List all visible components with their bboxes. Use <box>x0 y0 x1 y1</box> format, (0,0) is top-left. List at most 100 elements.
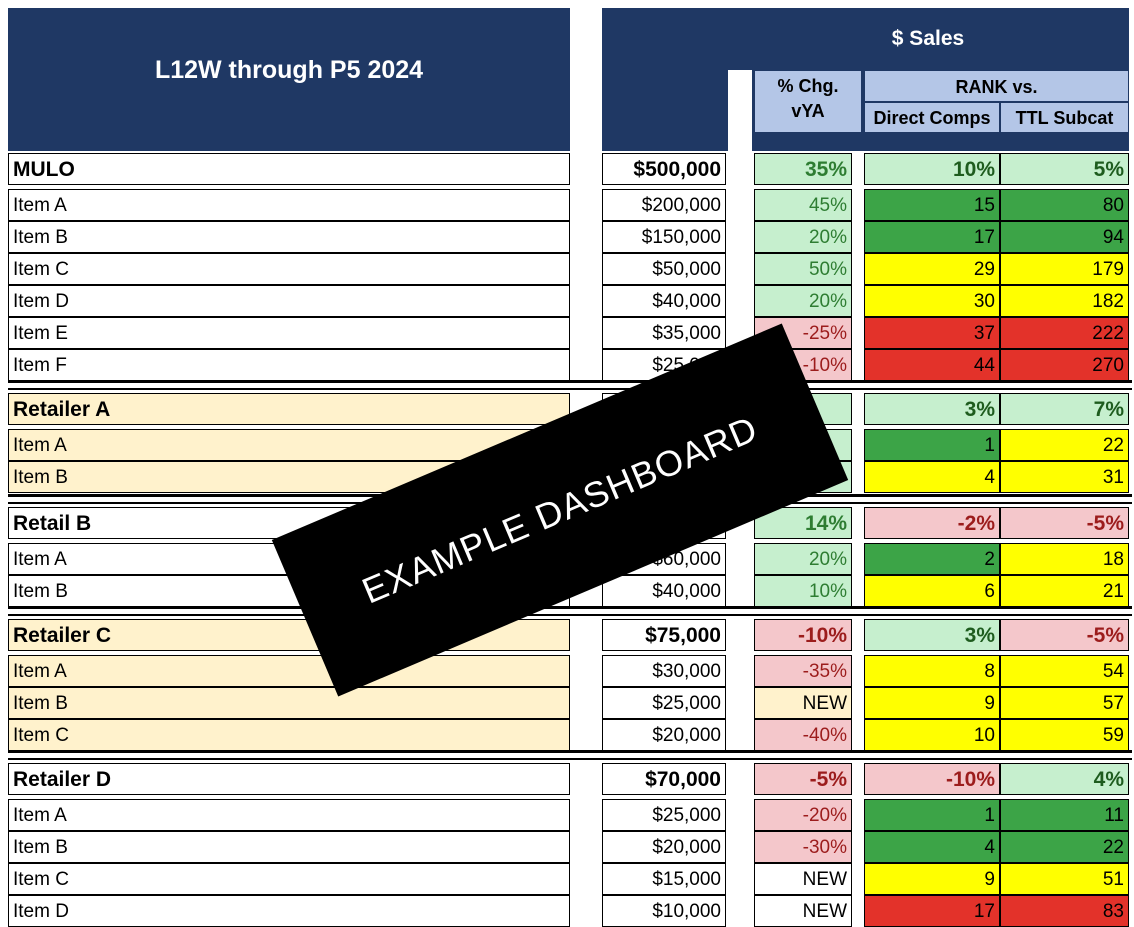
section-total-row-ttl: 7% <box>1000 393 1129 425</box>
item-row-chg: -30% <box>754 831 852 863</box>
section-total-row-direct: 3% <box>864 393 1000 425</box>
section-total-row-direct: 10% <box>864 153 1000 185</box>
section-total-row-sales: $500,000 <box>602 153 726 185</box>
item-row-name: Item B <box>8 687 570 719</box>
rank-header: RANK vs. <box>864 70 1129 102</box>
item-row-ttl: 83 <box>1000 895 1129 927</box>
item-row-chg: 50% <box>754 253 852 285</box>
item-row-direct: 17 <box>864 895 1000 927</box>
item-row-name: Item E <box>8 317 570 349</box>
item-row-sales: $30,000 <box>602 655 726 687</box>
item-row-name: Item B <box>8 221 570 253</box>
item-row-ttl: 31 <box>1000 461 1129 493</box>
section-total-row-direct: -10% <box>864 763 1000 795</box>
item-row-direct: 6 <box>864 575 1000 607</box>
header-gap <box>728 70 752 151</box>
item-row-chg: NEW <box>754 863 852 895</box>
section-total-row-chg: 14% <box>754 507 852 539</box>
item-row-chg: 20% <box>754 285 852 317</box>
item-row-sales: $20,000 <box>602 831 726 863</box>
item-row-chg: -20% <box>754 799 852 831</box>
item-row-direct: 30 <box>864 285 1000 317</box>
item-row-chg: 20% <box>754 543 852 575</box>
section-divider <box>8 614 1132 616</box>
item-row-ttl: 18 <box>1000 543 1129 575</box>
sales-header-label: $ Sales <box>891 27 965 50</box>
section-total-row-direct: -2% <box>864 507 1000 539</box>
ttl-subcat-header: TTL Subcat <box>1000 102 1129 133</box>
item-row-direct: 4 <box>864 831 1000 863</box>
item-row-ttl: 22 <box>1000 831 1129 863</box>
item-row-name: Item C <box>8 719 570 751</box>
item-row-ttl: 80 <box>1000 189 1129 221</box>
item-row-name: Item F <box>8 349 570 381</box>
item-row-direct: 37 <box>864 317 1000 349</box>
item-row-name: Item A <box>8 655 570 687</box>
item-row-ttl: 22 <box>1000 429 1129 461</box>
item-row-direct: 9 <box>864 863 1000 895</box>
section-total-row-ttl: 4% <box>1000 763 1129 795</box>
section-total-row-sales: $70,000 <box>602 763 726 795</box>
item-row-ttl: 21 <box>1000 575 1129 607</box>
item-row-name: Item A <box>8 799 570 831</box>
item-row-sales: $25,000 <box>602 687 726 719</box>
item-row-ttl: 11 <box>1000 799 1129 831</box>
item-row-ttl: 57 <box>1000 687 1129 719</box>
section-total-row-sales: $75,000 <box>602 619 726 651</box>
item-row-ttl: 59 <box>1000 719 1129 751</box>
item-row-direct: 15 <box>864 189 1000 221</box>
item-row-direct: 2 <box>864 543 1000 575</box>
item-row-direct: 1 <box>864 429 1000 461</box>
item-row-direct: 17 <box>864 221 1000 253</box>
item-row-chg: NEW <box>754 687 852 719</box>
item-row-sales: $10,000 <box>602 895 726 927</box>
item-row-ttl: 182 <box>1000 285 1129 317</box>
section-divider <box>8 388 1132 390</box>
section-divider <box>8 750 1132 753</box>
section-total-row-name: Retailer A <box>8 393 570 425</box>
item-row-sales: $40,000 <box>602 575 726 607</box>
section-total-row-direct: 3% <box>864 619 1000 651</box>
item-row-chg: NEW <box>754 895 852 927</box>
item-row-direct: 44 <box>864 349 1000 381</box>
item-row-chg: -35% <box>754 655 852 687</box>
item-row-ttl: 51 <box>1000 863 1129 895</box>
item-row-sales: $35,000 <box>602 317 726 349</box>
item-row-sales: $15,000 <box>602 863 726 895</box>
item-row-direct: 8 <box>864 655 1000 687</box>
item-row-name: Item C <box>8 863 570 895</box>
section-total-row-ttl: -5% <box>1000 619 1129 651</box>
item-row-chg: -40% <box>754 719 852 751</box>
section-total-row-chg: -5% <box>754 763 852 795</box>
section-total-row-chg: 35% <box>754 153 852 185</box>
item-row-sales: $50,000 <box>602 253 726 285</box>
section-divider <box>8 380 1132 383</box>
section-total-row-name: Retailer D <box>8 763 570 795</box>
item-row-sales: $25,000 <box>602 799 726 831</box>
chg-header: % Chg. vYA <box>754 70 862 133</box>
item-row-direct: 29 <box>864 253 1000 285</box>
section-total-row-ttl: 5% <box>1000 153 1129 185</box>
item-row-name: Item B <box>8 831 570 863</box>
item-row-sales: $40,000 <box>602 285 726 317</box>
item-row-direct: 9 <box>864 687 1000 719</box>
report-title: L12W through P5 2024 <box>154 56 424 84</box>
item-row-direct: 1 <box>864 799 1000 831</box>
item-row-chg: 45% <box>754 189 852 221</box>
item-row-sales: $150,000 <box>602 221 726 253</box>
section-divider <box>8 758 1132 760</box>
item-row-ttl: 270 <box>1000 349 1129 381</box>
item-row-ttl: 94 <box>1000 221 1129 253</box>
item-row-sales: $20,000 <box>602 719 726 751</box>
item-row-ttl: 54 <box>1000 655 1129 687</box>
direct-comps-header: Direct Comps <box>864 102 1000 133</box>
section-total-row-chg: -10% <box>754 619 852 651</box>
item-row-chg: 10% <box>754 575 852 607</box>
item-row-direct: 4 <box>864 461 1000 493</box>
chg-header-label: % Chg. <box>777 76 839 96</box>
item-row-chg: 20% <box>754 221 852 253</box>
section-divider <box>8 606 1132 609</box>
item-row-ttl: 222 <box>1000 317 1129 349</box>
item-row-name: Item A <box>8 189 570 221</box>
item-row-direct: 10 <box>864 719 1000 751</box>
